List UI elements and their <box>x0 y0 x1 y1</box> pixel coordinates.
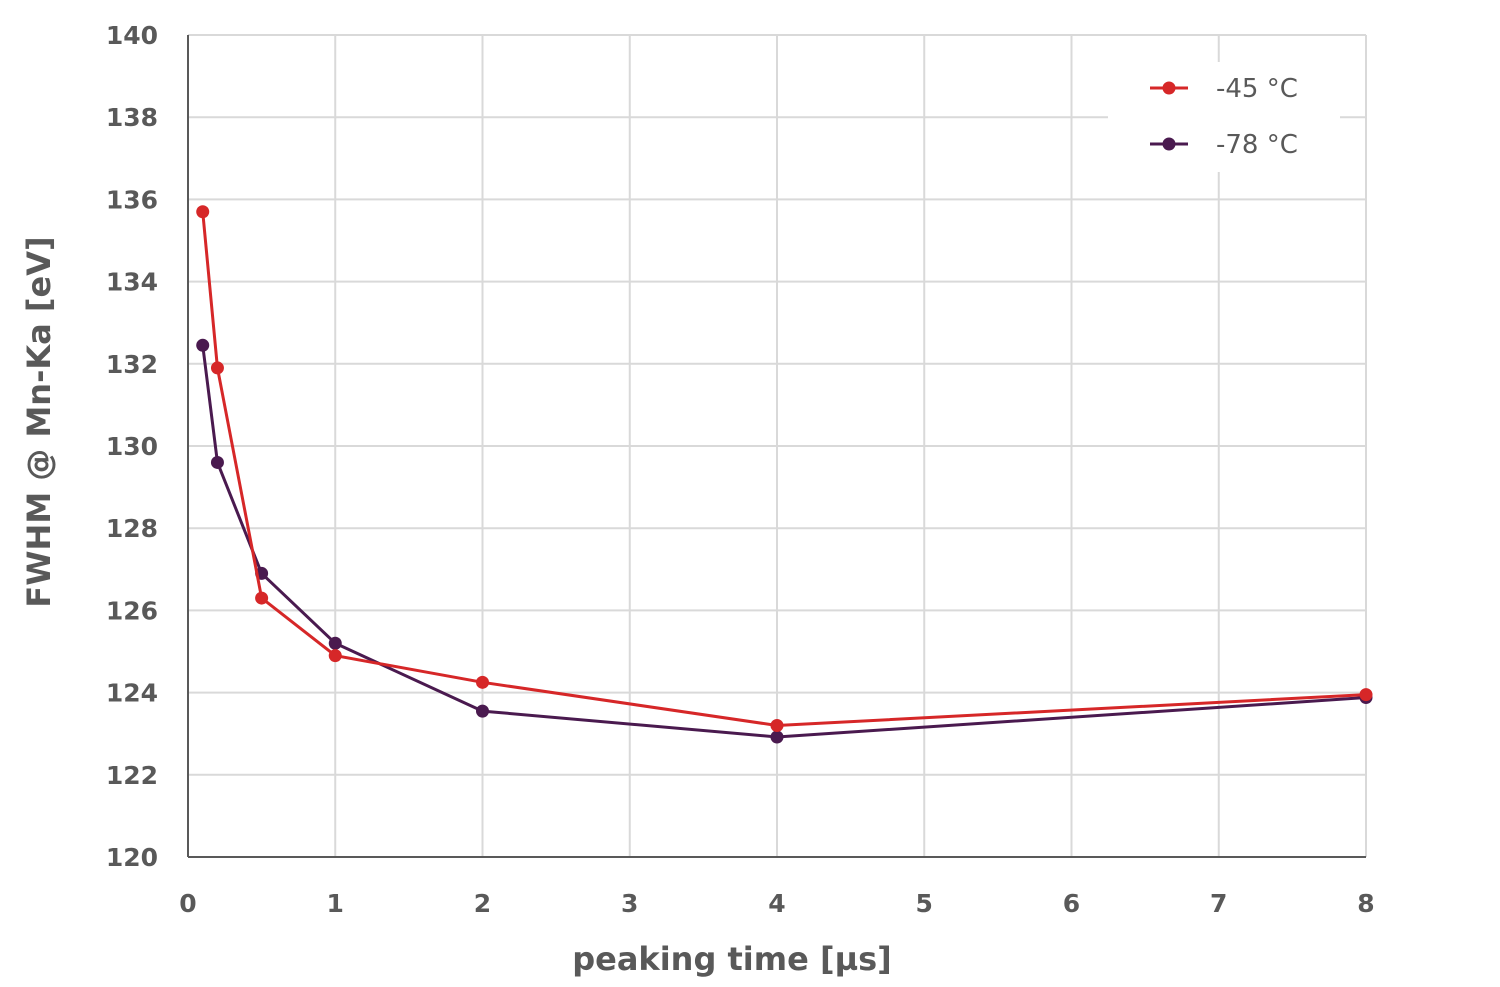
y-tick-label: 126 <box>106 596 158 625</box>
x-tick-label: 5 <box>916 889 933 918</box>
data-point <box>196 205 210 219</box>
axes <box>187 35 1366 858</box>
data-point <box>328 649 342 663</box>
legend: -45 °C -78 °C <box>1108 62 1340 172</box>
data-point <box>476 704 489 718</box>
series-group <box>196 338 1373 744</box>
x-tick-label: 2 <box>474 889 491 918</box>
legend-background <box>1108 62 1340 172</box>
x-tick-label: 6 <box>1063 889 1080 918</box>
y-tick-label: 134 <box>106 268 158 297</box>
y-axis-title: FWHM @ Mn-Ka [eV] <box>20 236 58 607</box>
y-tick-label: 130 <box>106 432 158 461</box>
data-point <box>210 455 224 469</box>
x-axis-ticks: 0 1 2 3 4 5 6 7 8 <box>179 889 1374 918</box>
x-tick-label: 7 <box>1210 889 1227 918</box>
x-tick-label: 8 <box>1357 889 1374 918</box>
data-point <box>770 730 784 744</box>
y-axis-ticks: 120 122 124 126 128 130 132 134 136 138 140 <box>106 21 158 872</box>
y-tick-label: 132 <box>106 350 158 379</box>
y-tick-label: 140 <box>106 21 158 50</box>
y-tick-label: 128 <box>106 514 158 543</box>
x-axis-title: peaking time [µs] <box>572 940 892 978</box>
series-group <box>196 205 1373 732</box>
data-point <box>1359 688 1373 702</box>
data-point <box>328 636 342 650</box>
y-tick-label: 136 <box>106 185 158 214</box>
data-point <box>770 718 784 732</box>
legend-label: -45 °C <box>1216 74 1298 104</box>
data-point <box>196 338 210 352</box>
x-tick-label: 3 <box>621 889 638 918</box>
x-tick-label: 4 <box>768 889 785 918</box>
grid <box>188 34 1367 857</box>
series <box>196 205 1373 744</box>
y-tick-label: 138 <box>106 103 158 132</box>
y-tick-label: 120 <box>106 843 158 872</box>
legend-marker <box>1162 137 1176 151</box>
legend-marker <box>1162 81 1176 95</box>
y-tick-label: 124 <box>106 679 158 708</box>
y-tick-label: 122 <box>106 761 158 790</box>
data-point <box>476 675 489 689</box>
data-point <box>255 591 269 605</box>
data-point <box>210 361 224 375</box>
legend-label: -78 °C <box>1216 130 1298 160</box>
x-tick-label: 0 <box>179 889 196 918</box>
x-tick-label: 1 <box>327 889 344 918</box>
